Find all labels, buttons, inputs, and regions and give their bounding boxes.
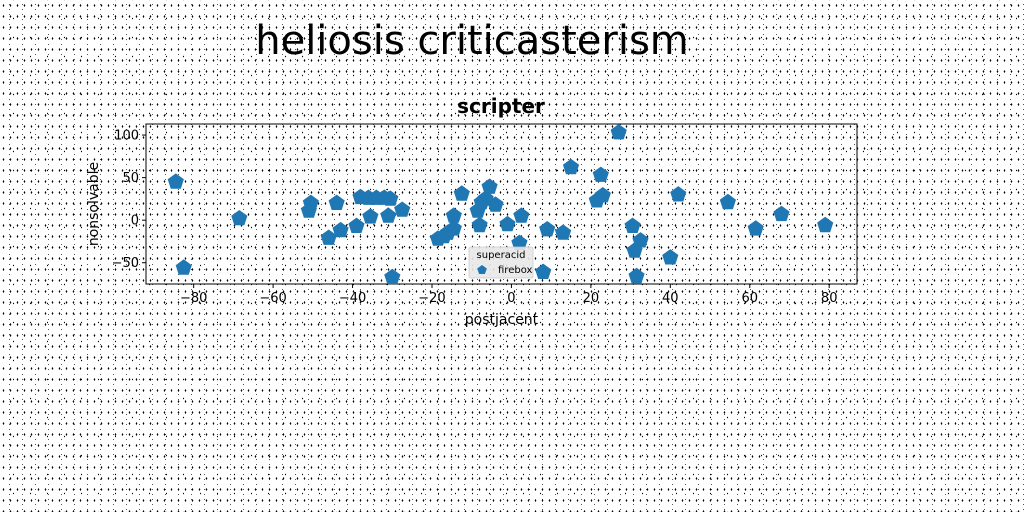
data-point	[511, 234, 528, 250]
data-point	[539, 221, 556, 237]
x-tick-label: 60	[741, 291, 758, 306]
x-tick-label: 80	[821, 291, 838, 306]
data-point	[445, 207, 462, 223]
legend-title: superacid	[477, 250, 526, 261]
data-point	[499, 215, 516, 232]
legend-marker	[477, 265, 487, 274]
data-point	[231, 210, 248, 226]
data-point	[628, 267, 645, 284]
data-point	[362, 208, 379, 224]
x-axis-label: postjacent	[465, 312, 539, 328]
data-point	[332, 221, 349, 238]
y-tick-label: 100	[114, 129, 139, 144]
data-point	[610, 124, 627, 140]
data-point	[394, 201, 411, 217]
data-point	[302, 194, 319, 210]
data-point	[719, 193, 736, 210]
data-point	[487, 196, 504, 212]
data-point	[167, 173, 184, 189]
chart-title: scripter	[457, 94, 545, 118]
data-point	[555, 224, 572, 240]
data-points	[167, 124, 834, 285]
x-axis: −80 −60 −40 −20 0 20 40 60 80	[180, 284, 838, 306]
plot-area	[145, 123, 858, 285]
data-point	[773, 205, 790, 222]
data-point	[594, 187, 611, 203]
data-point	[320, 229, 337, 245]
data-point	[535, 263, 552, 279]
x-tick-label: 40	[662, 291, 679, 306]
data-point	[382, 190, 399, 206]
data-point	[348, 217, 365, 233]
data-point	[445, 220, 462, 236]
y-tick-label: 0	[131, 214, 139, 229]
data-point	[562, 158, 580, 175]
x-tick-label: 20	[583, 291, 600, 306]
data-point	[513, 207, 530, 223]
x-tick-label: 0	[507, 291, 515, 306]
data-point	[592, 166, 609, 182]
data-point	[632, 232, 649, 248]
data-point	[380, 207, 397, 223]
data-point	[747, 220, 764, 236]
legend: superacid firebox	[468, 246, 534, 279]
y-axis: −50 0 50 100	[112, 129, 146, 271]
data-point	[175, 259, 192, 275]
x-tick-label: −40	[339, 291, 366, 306]
y-tick-label: 50	[122, 171, 139, 186]
x-tick-label: −60	[259, 291, 286, 306]
page-title: heliosis criticasterism	[255, 18, 689, 64]
data-point	[471, 216, 488, 233]
data-point	[481, 178, 498, 194]
data-point	[670, 186, 687, 202]
data-point	[624, 217, 641, 233]
y-axis-label: nonsolvable	[86, 162, 102, 246]
data-point	[662, 249, 679, 265]
y-tick-label: −50	[112, 256, 139, 271]
x-tick-label: −20	[418, 291, 445, 306]
data-point	[384, 268, 401, 285]
data-point	[328, 194, 345, 210]
data-point	[817, 216, 834, 233]
data-point	[453, 185, 470, 201]
legend-series-label: firebox	[498, 265, 533, 276]
x-tick-label: −80	[180, 291, 207, 306]
